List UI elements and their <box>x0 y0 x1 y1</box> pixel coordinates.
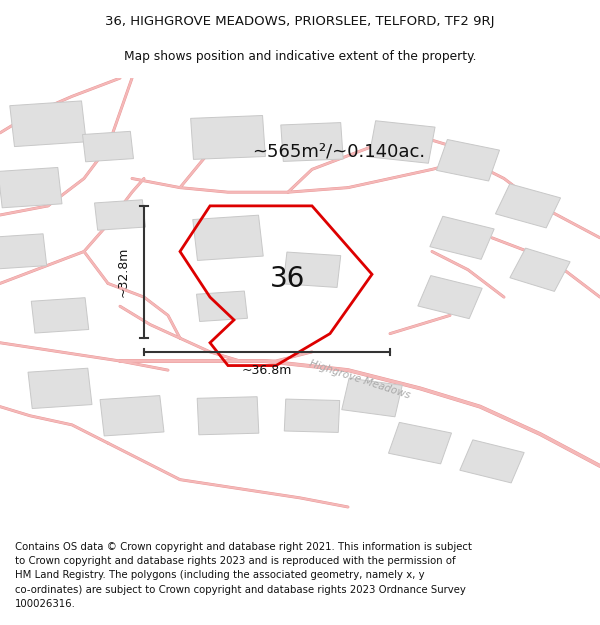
Polygon shape <box>283 252 341 288</box>
Polygon shape <box>10 101 86 147</box>
Text: Contains OS data © Crown copyright and database right 2021. This information is : Contains OS data © Crown copyright and d… <box>15 542 472 609</box>
Polygon shape <box>369 121 435 163</box>
Polygon shape <box>460 440 524 483</box>
Polygon shape <box>83 131 133 162</box>
Text: Highgrove Meadows: Highgrove Meadows <box>308 358 412 400</box>
Polygon shape <box>342 378 402 417</box>
Polygon shape <box>197 291 247 321</box>
Polygon shape <box>430 216 494 259</box>
Polygon shape <box>31 298 89 333</box>
Polygon shape <box>418 276 482 319</box>
Polygon shape <box>388 422 452 464</box>
Polygon shape <box>510 248 570 291</box>
Text: ~32.8m: ~32.8m <box>116 247 130 298</box>
Polygon shape <box>284 399 340 432</box>
Polygon shape <box>436 139 500 181</box>
Polygon shape <box>197 397 259 435</box>
Polygon shape <box>193 215 263 261</box>
Polygon shape <box>0 168 62 208</box>
Text: ~36.8m: ~36.8m <box>242 364 292 377</box>
Polygon shape <box>191 116 265 159</box>
Text: 36, HIGHGROVE MEADOWS, PRIORSLEE, TELFORD, TF2 9RJ: 36, HIGHGROVE MEADOWS, PRIORSLEE, TELFOR… <box>105 16 495 28</box>
Polygon shape <box>281 122 343 161</box>
Text: 36: 36 <box>271 265 305 293</box>
Polygon shape <box>100 396 164 436</box>
Polygon shape <box>0 234 47 269</box>
Polygon shape <box>28 368 92 409</box>
Text: Map shows position and indicative extent of the property.: Map shows position and indicative extent… <box>124 50 476 62</box>
Polygon shape <box>95 200 145 230</box>
Polygon shape <box>496 184 560 228</box>
Text: ~565m²/~0.140ac.: ~565m²/~0.140ac. <box>252 142 425 160</box>
